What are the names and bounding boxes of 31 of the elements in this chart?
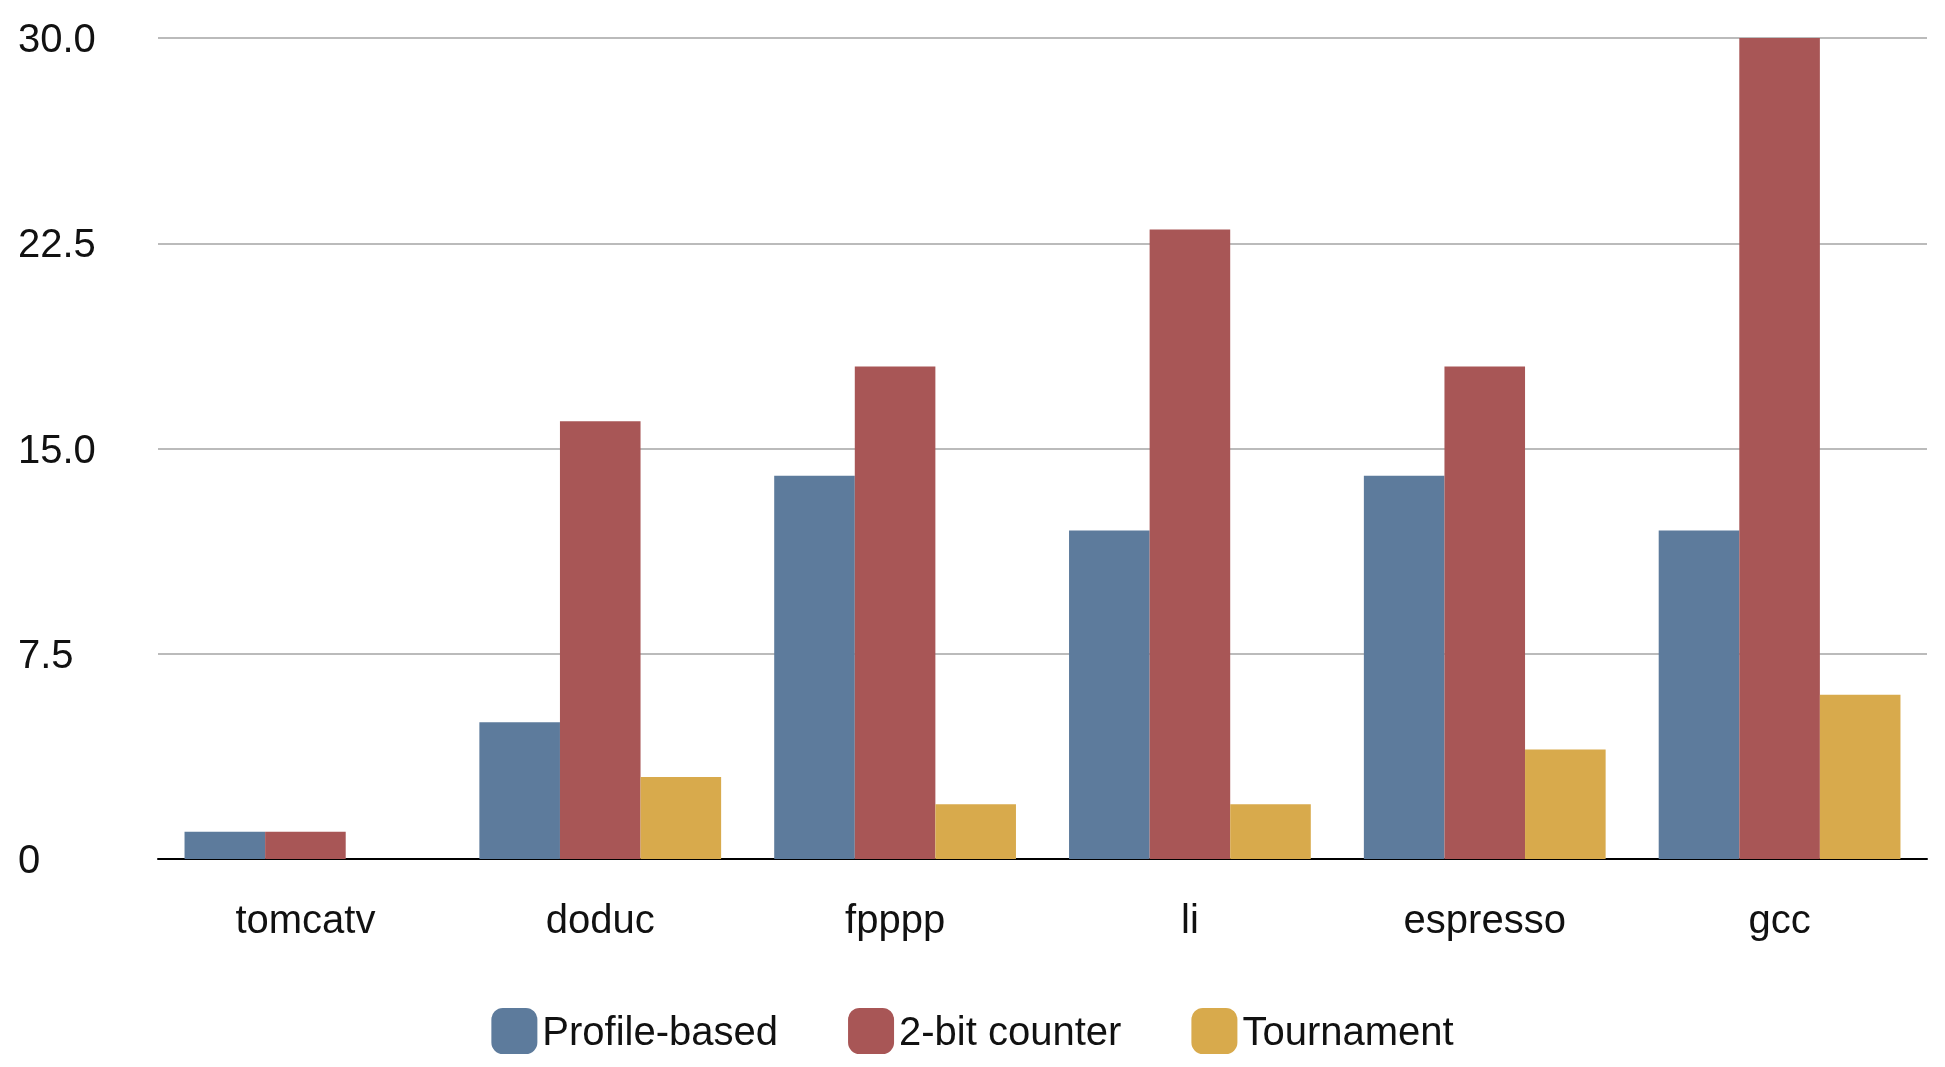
x-tick-label: gcc	[1748, 897, 1811, 941]
y-tick-label: 30.0	[18, 16, 96, 60]
bar	[479, 722, 560, 859]
bar	[1363, 475, 1445, 859]
bar	[1069, 530, 1150, 859]
bar	[1149, 229, 1231, 859]
bar	[1525, 749, 1606, 859]
x-tick-label: fpppp	[845, 897, 946, 941]
y-tick-label: 0	[18, 837, 41, 881]
legend-label: Tournament	[1242, 1009, 1454, 1053]
bar	[184, 831, 266, 859]
bar	[1658, 530, 1740, 859]
bar	[1444, 366, 1526, 859]
x-tick-label: espresso	[1403, 897, 1566, 941]
bar	[1230, 804, 1311, 859]
bar	[1739, 38, 1820, 859]
bar	[774, 475, 855, 859]
y-tick-label: 22.5	[18, 221, 96, 266]
bar	[559, 421, 641, 859]
legend-label: 2-bit counter	[899, 1009, 1122, 1053]
bar	[935, 804, 1016, 859]
x-tick-label: li	[1181, 897, 1199, 941]
x-tick-label: tomcatv	[235, 897, 376, 941]
x-tick-label: doduc	[545, 897, 655, 941]
bar	[854, 366, 936, 859]
bar	[265, 831, 346, 859]
bar	[640, 776, 722, 859]
y-tick-label: 7.5	[18, 631, 74, 676]
y-tick-label: 15.0	[18, 426, 96, 471]
legend-label: Profile-based	[542, 1009, 779, 1053]
bar	[1819, 694, 1901, 859]
